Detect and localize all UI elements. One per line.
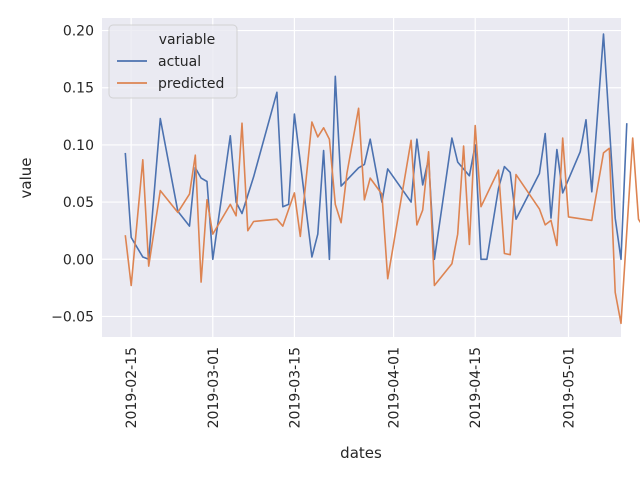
x-tick-label: 2019-05-01 xyxy=(562,347,578,428)
x-axis-label: dates xyxy=(340,444,382,462)
x-tick-label: 2019-03-15 xyxy=(287,347,303,428)
x-tick-label: 2019-03-01 xyxy=(206,347,222,428)
legend-title: variable xyxy=(159,32,215,48)
legend: variable actual predicted xyxy=(108,24,238,99)
x-tick-label: 2019-04-01 xyxy=(387,347,403,428)
legend-label-predicted: predicted xyxy=(158,76,224,92)
x-tick-label: 2019-04-15 xyxy=(468,347,484,428)
legend-box xyxy=(108,24,238,99)
x-axis-ticks: 2019-02-15 2019-03-01 2019-03-15 2019-04-01… xyxy=(124,347,577,428)
y-axis-label: value xyxy=(17,158,35,199)
series-line-predicted xyxy=(124,107,640,325)
x-tick-label: 2019-02-15 xyxy=(124,347,140,428)
y-tick-label: 0.20 xyxy=(63,24,94,40)
legend-label-actual: actual xyxy=(158,54,201,70)
y-tick-label: 0.15 xyxy=(63,81,94,97)
series-lines xyxy=(124,33,640,325)
y-axis-ticks: −0.05 0.00 0.05 0.10 0.15 0.20 xyxy=(51,24,94,326)
y-tick-label: 0.05 xyxy=(63,195,94,211)
y-tick-label: −0.05 xyxy=(51,309,94,325)
y-tick-label: 0.10 xyxy=(63,138,94,154)
y-tick-label: 0.00 xyxy=(63,252,94,268)
